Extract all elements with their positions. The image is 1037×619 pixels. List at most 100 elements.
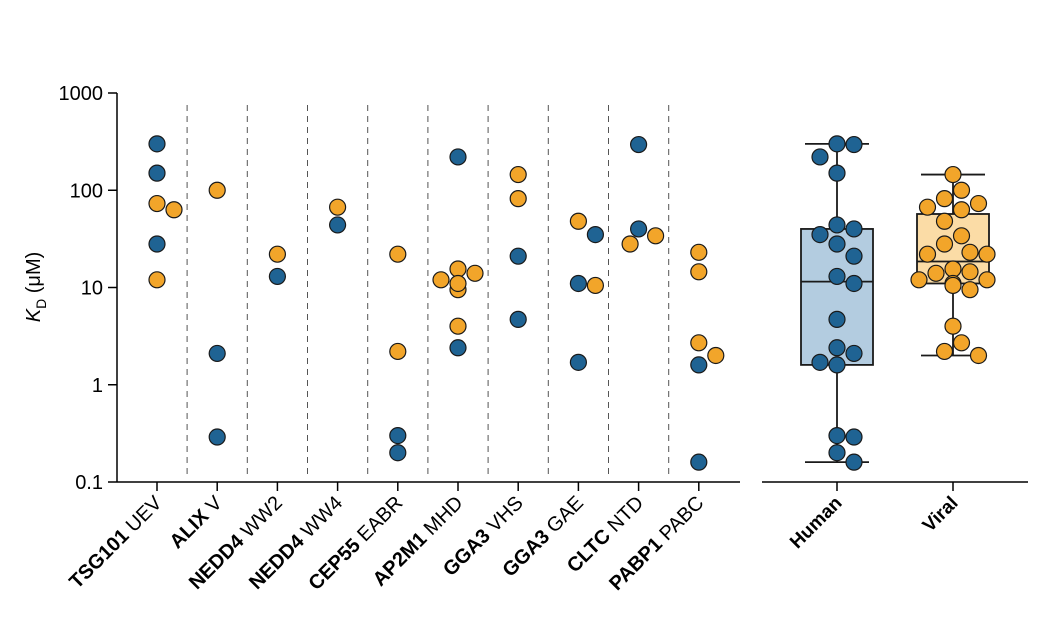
x-tick-label-domain: WW2 [233,492,287,546]
y-tick-label: 1000 [59,83,104,105]
data-point-human [449,339,467,357]
data-point-viral [952,227,971,245]
data-points [148,135,996,471]
data-point-human [389,444,407,462]
x-tick-label-domain: UEV [118,492,167,541]
data-point-human [690,453,708,471]
data-point-human [828,164,846,182]
data-point-viral [910,271,928,289]
data-point-viral [268,245,286,263]
data-point-human [828,310,846,328]
y-tick-label: 0.1 [75,472,103,494]
y-tick-label: 100 [70,180,103,202]
data-point-viral [509,190,527,208]
data-point-human [208,428,226,446]
data-point-viral [466,264,484,282]
data-point-human [828,267,846,286]
data-point-viral [969,346,988,365]
data-point-human [828,426,846,445]
data-point-human [828,135,846,153]
data-point-viral [961,243,979,261]
data-point-viral [944,317,962,335]
x-tick-label-bold: PABP1 [605,533,667,595]
y-axis-label: KD (μM) [23,252,49,323]
data-point-human [845,453,863,471]
data-point-human [828,444,846,462]
data-point-viral [569,212,588,230]
data-point-human [509,310,527,328]
data-point-human [148,135,166,153]
data-point-viral [586,276,605,295]
data-point-viral [978,245,996,263]
data-point-human [811,225,829,244]
x-tick-label-domain: NTD [600,492,649,541]
data-point-human [268,267,286,286]
data-point-human [449,148,467,166]
data-point-viral [690,243,708,261]
data-point-viral [944,260,962,278]
data-point-viral [148,194,166,213]
data-point-human [828,356,846,374]
data-point-human [629,135,648,154]
data-point-viral [952,181,971,199]
group-label: Human [786,493,846,553]
x-tick-label-domain: VHS [479,492,528,541]
data-point-viral [165,201,183,219]
data-point-viral [208,181,226,199]
data-point-viral [329,198,347,216]
data-point-viral [961,263,979,281]
data-point-human [569,353,588,371]
data-point-viral [978,271,996,289]
data-point-viral [944,165,962,184]
data-point-viral [952,334,971,352]
x-tick-label-bold: AP2M1 [369,528,432,591]
data-point-human [828,216,846,234]
data-point-human [845,220,863,238]
data-point-human [586,225,605,244]
data-point-viral [918,245,937,263]
category-dividers [186,105,670,475]
x-tick-label-domain: PABC [651,492,708,549]
data-point-human [690,356,708,374]
data-point-viral [621,235,639,253]
x-tick-label: ALIX V [166,492,228,554]
data-point-viral [927,264,945,282]
data-point-viral [389,245,407,263]
data-point-viral [935,212,954,230]
data-point-viral [707,346,725,365]
data-point-viral [935,190,954,208]
data-point-viral [432,271,450,289]
group-label: Viral [919,493,963,537]
data-point-human [845,274,863,293]
x-tick-label-domain: EABR [349,492,407,550]
data-point-viral [389,342,407,361]
data-point-viral [646,227,665,245]
data-point-human [148,235,166,253]
x-tick-label-bold: CEP55 [305,534,365,594]
data-point-human [845,428,863,446]
x-tick-label-domain: GAE [539,492,588,541]
data-point-human [509,247,527,265]
data-point-human [845,344,863,363]
data-point-human [148,164,166,182]
data-point-viral [690,334,708,352]
data-point-human [389,426,407,445]
data-point-human [828,339,846,357]
data-point-human [845,135,863,154]
data-point-viral [509,165,527,184]
data-point-viral [944,276,962,295]
y-tick-label: 1 [92,375,103,397]
data-point-human [569,274,588,293]
data-point-viral [969,194,988,213]
data-point-human [811,148,829,166]
data-point-human [811,353,829,371]
x-tick-label: TSG101 UEV [65,492,167,594]
data-point-viral [935,342,954,361]
data-point-viral [918,198,937,216]
x-tick-label-domain: WW4 [293,492,347,546]
data-point-human [208,344,226,363]
x-tick-label-domain: MHD [416,492,468,544]
y-ticks: 1000 100 10 1 0.1 [59,83,117,494]
